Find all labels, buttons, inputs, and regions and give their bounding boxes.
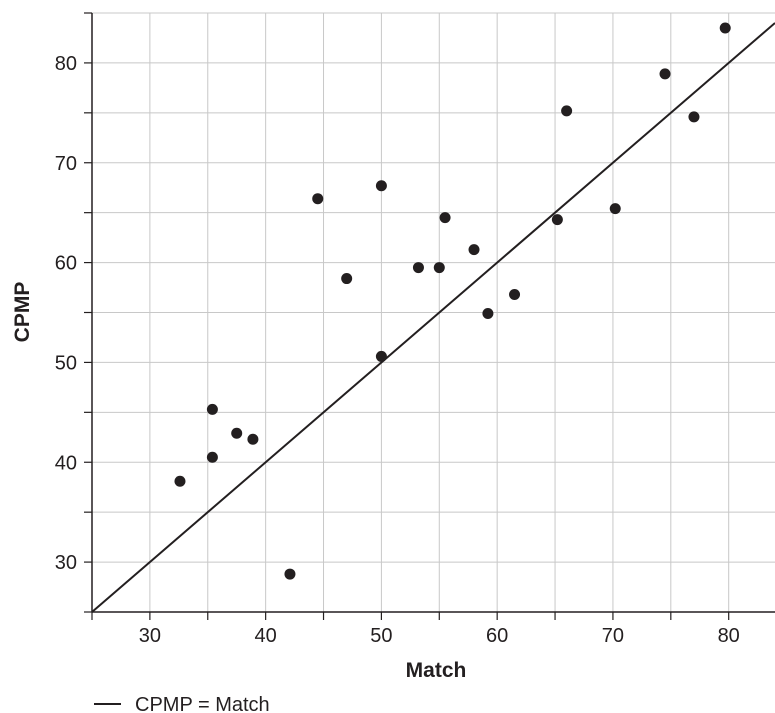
data-point: [247, 433, 259, 445]
y-tick-label: 80: [55, 53, 77, 75]
data-point: [433, 262, 445, 274]
y-tick-label: 40: [55, 452, 77, 474]
y-tick-label: 60: [55, 253, 77, 275]
legend: CPMP = Match: [94, 694, 270, 713]
x-tick-label: 60: [486, 625, 508, 647]
data-point: [341, 273, 353, 285]
grid-lines: [92, 12, 775, 612]
data-point: [659, 68, 671, 80]
data-point: [561, 105, 573, 117]
data-point: [375, 180, 387, 192]
x-tick-label: 70: [602, 625, 624, 647]
data-point: [412, 262, 424, 274]
data-point: [468, 244, 480, 256]
data-point: [206, 451, 218, 463]
data-point: [206, 403, 218, 415]
data-point: [439, 212, 451, 224]
data-point: [174, 475, 186, 487]
data-point: [375, 350, 387, 362]
data-point: [719, 22, 731, 34]
data-point: [312, 193, 324, 205]
x-tick-label: 80: [718, 625, 740, 647]
data-points: [174, 22, 731, 580]
x-tick-label: 40: [255, 625, 277, 647]
legend-label: CPMP = Match: [135, 694, 270, 713]
axis-ticks: 30 40 50 60 70 80 30 40 50 60 70 80: [55, 12, 740, 647]
y-tick-label: 50: [55, 352, 77, 374]
data-point: [688, 111, 700, 123]
y-axis-title: CPMP: [11, 282, 34, 343]
x-tick-label: 50: [370, 625, 392, 647]
data-point: [284, 568, 296, 580]
data-point: [482, 307, 494, 319]
data-point: [231, 427, 243, 439]
data-point: [551, 214, 563, 226]
reference-line-group: [91, 22, 775, 613]
x-axis-title: Match: [406, 659, 467, 682]
x-tick-label: 30: [139, 625, 161, 647]
y-tick-label: 30: [55, 552, 77, 574]
y-tick-label: 70: [55, 153, 77, 175]
data-point: [509, 289, 521, 301]
reference-line: [91, 22, 775, 613]
data-point: [609, 203, 621, 215]
